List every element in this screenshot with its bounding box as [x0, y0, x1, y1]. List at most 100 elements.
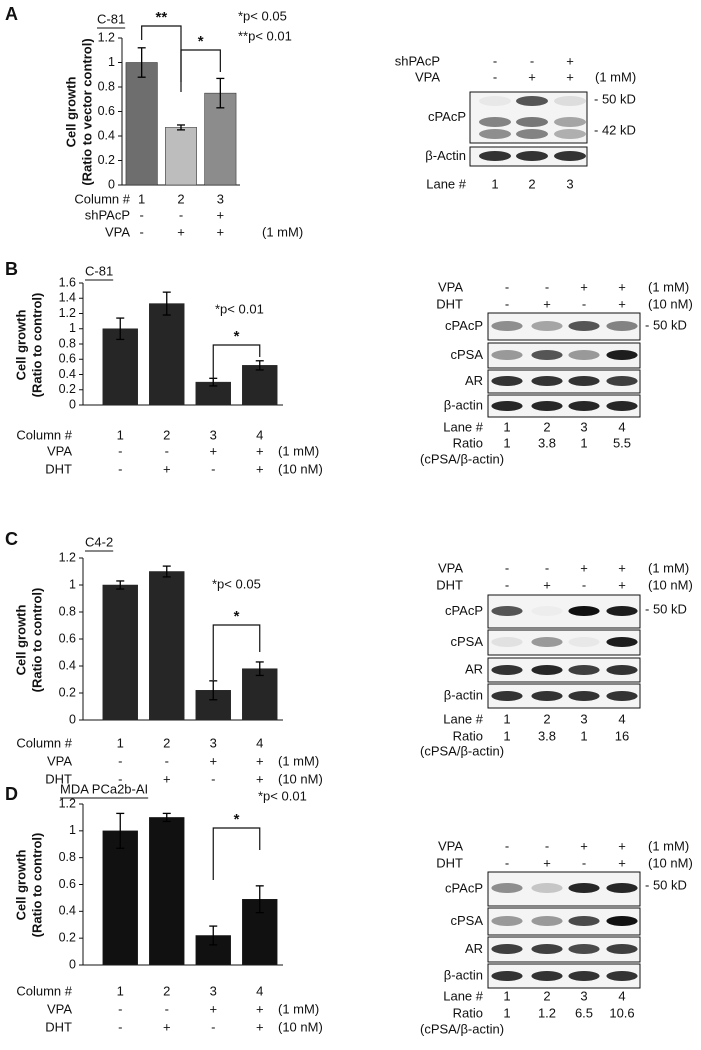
- significance-label: **: [155, 9, 167, 26]
- y-tick-label: 0: [69, 712, 76, 726]
- y-tick-label: 0.2: [59, 930, 76, 944]
- blot-band: [491, 637, 523, 647]
- blot-panel: [487, 394, 641, 418]
- significance-bracket: [212, 827, 261, 880]
- panel-subtitle: C4-2: [85, 534, 113, 549]
- lane-label: Lane #: [443, 711, 484, 726]
- treatment-value: -: [545, 838, 549, 853]
- condition-value: +: [256, 461, 264, 476]
- ratio-note: (cPSA/β-actin): [420, 1021, 504, 1036]
- panel-letter: D: [5, 784, 18, 804]
- blot-band: [554, 117, 586, 127]
- ratio-value: 1.2: [538, 1005, 556, 1020]
- treatment-name: VPA: [438, 560, 463, 575]
- blot-band: [516, 129, 548, 139]
- y-tick-label: 1.2: [98, 30, 115, 44]
- condition-value: -: [211, 1019, 215, 1034]
- x-tick-label: 1: [117, 735, 124, 750]
- y-tick-label: 1: [69, 823, 76, 837]
- x-tick-label: 3: [217, 191, 224, 206]
- error-bar: [177, 124, 185, 131]
- y-tick-label: 1.2: [59, 796, 76, 810]
- y-tick-label: 0.8: [59, 850, 76, 864]
- error-bar: [116, 580, 125, 590]
- blot-band: [606, 376, 638, 386]
- y-axis-label: Cell growth: [13, 310, 28, 381]
- condition-value: -: [165, 753, 169, 768]
- significance-label: *: [198, 33, 204, 50]
- annotation: *p< 0.05: [212, 576, 261, 591]
- x-tick-label: 1: [117, 983, 124, 998]
- lane-number: 1: [491, 176, 498, 191]
- y-tick-label: 0.4: [59, 904, 76, 918]
- condition-value: +: [177, 224, 185, 239]
- significance-bracket: [212, 344, 261, 382]
- ratio-value: 1: [503, 1005, 510, 1020]
- error-bar: [216, 77, 225, 109]
- blot-band: [531, 883, 563, 893]
- bar: [125, 62, 158, 186]
- treatment-unit: (1 mM): [648, 560, 689, 575]
- treatment-value: -: [582, 577, 586, 592]
- condition-value: -: [165, 443, 169, 458]
- blot-band: [554, 96, 586, 106]
- condition-value: +: [163, 1019, 171, 1034]
- y-tick-label: 0.6: [98, 104, 115, 118]
- lane-number: 2: [543, 711, 550, 726]
- blot-band: [531, 944, 563, 954]
- condition-unit: (10 nM): [278, 1019, 323, 1034]
- blot-band: [479, 117, 511, 127]
- blot-band: [531, 691, 563, 701]
- y-tick-label: 0.8: [59, 604, 76, 618]
- blot-band: [606, 637, 638, 647]
- treatment-value: +: [528, 69, 536, 84]
- blot-band: [568, 637, 600, 647]
- blot-band: [568, 606, 600, 616]
- blot-panel: [487, 312, 641, 341]
- y-tick-label: 1.2: [59, 306, 76, 320]
- panel-subtitle: C-81: [97, 11, 125, 26]
- ratio-value: 16: [615, 728, 629, 743]
- condition-value: +: [256, 771, 264, 786]
- panel-letter: B: [5, 259, 18, 279]
- condition-unit: (1 mM): [278, 753, 319, 768]
- condition-value: -: [139, 207, 143, 222]
- error-bar: [209, 925, 218, 946]
- treatment-unit: (1 mM): [648, 838, 689, 853]
- condition-unit: (10 nM): [278, 771, 323, 786]
- band-label: β-actin: [444, 967, 483, 982]
- treatment-unit: (1 mM): [648, 279, 689, 294]
- blot-band: [479, 129, 511, 139]
- treatment-value: +: [618, 838, 626, 853]
- x-axis-label: Column #: [16, 735, 72, 750]
- treatment-value: -: [582, 855, 586, 870]
- condition-value: -: [211, 461, 215, 476]
- blot-band: [531, 665, 563, 675]
- condition-unit: (1 mM): [278, 443, 319, 458]
- blot-band: [531, 606, 562, 616]
- treatment-name: VPA: [415, 69, 440, 84]
- condition-value: +: [163, 461, 171, 476]
- condition-unit: (10 nM): [278, 461, 323, 476]
- blot-band: [568, 971, 600, 981]
- lane-number: 4: [618, 711, 625, 726]
- bar: [102, 328, 138, 406]
- blot-band: [479, 96, 511, 106]
- bar: [149, 817, 185, 966]
- lane-number: 2: [543, 988, 550, 1003]
- ratio-note: (cPSA/β-actin): [420, 743, 504, 758]
- lane-number: 3: [580, 419, 587, 434]
- treatment-name: shPAcP: [395, 53, 440, 68]
- treatment-value: +: [580, 279, 588, 294]
- size-marker: - 50 kD: [645, 877, 687, 892]
- blot-band: [606, 971, 638, 981]
- x-axis-label: Column #: [16, 983, 72, 998]
- x-tick-label: 1: [138, 191, 145, 206]
- y-tick-label: 0.4: [98, 128, 115, 142]
- condition-value: -: [139, 224, 143, 239]
- annotation: *p< 0.05: [238, 8, 287, 23]
- x-tick-label: 2: [177, 191, 184, 206]
- lane-number: 3: [580, 711, 587, 726]
- band-label: cPSA: [450, 347, 483, 362]
- blot-band: [531, 971, 563, 981]
